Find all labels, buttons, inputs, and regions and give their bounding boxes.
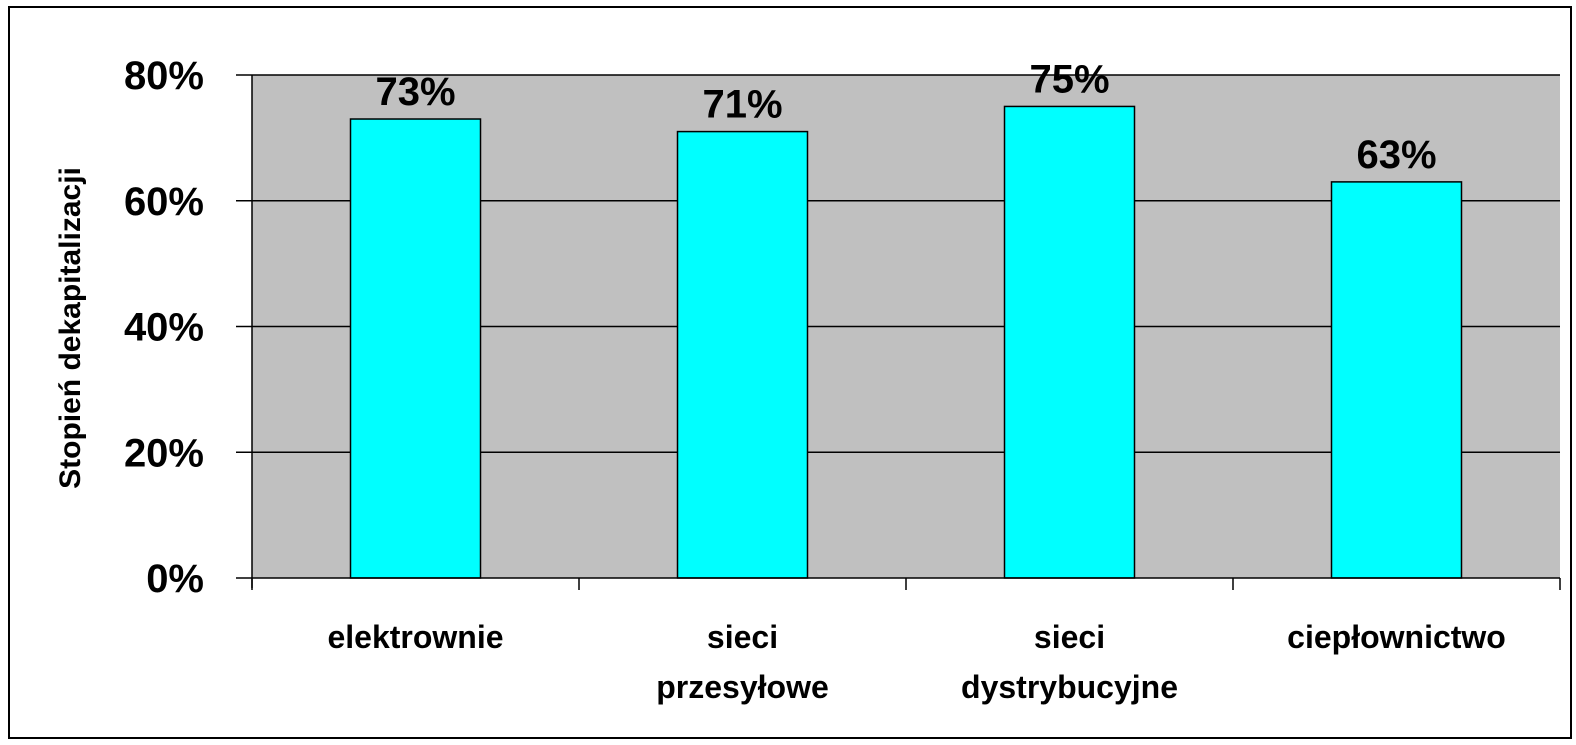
x-tick-label: ciepłownictwo	[1287, 619, 1506, 655]
data-label: 63%	[1356, 133, 1436, 177]
x-tick-label-line: przesyłowe	[656, 669, 829, 705]
data-label: 71%	[702, 83, 782, 127]
x-tick-label: sieci dystrybucyjne	[961, 619, 1178, 705]
y-tick-label: 40%	[124, 306, 204, 350]
y-axis-label: Stopień dekapitalizacji	[54, 167, 87, 489]
data-label: 75%	[1029, 57, 1109, 101]
x-tick-label: sieci przesyłowe	[656, 619, 829, 705]
x-tick-label: elektrownie	[327, 619, 503, 655]
x-tick-label-line: sieci	[707, 619, 778, 655]
x-tick-label-line: sieci	[1034, 619, 1105, 655]
y-tick-label: 60%	[124, 180, 204, 224]
bar[interactable]	[1003, 105, 1136, 579]
x-tick-label-line: dystrybucyjne	[961, 669, 1178, 705]
data-label: 73%	[375, 70, 455, 114]
y-tick-label: 20%	[124, 431, 204, 475]
x-tick-label-line: ciepłownictwo	[1287, 619, 1506, 655]
y-tick-label: 0%	[146, 557, 204, 601]
bar[interactable]	[676, 130, 809, 579]
y-tick-label: 80%	[124, 54, 204, 98]
bar[interactable]	[349, 118, 482, 579]
x-tick-label-line: elektrownie	[327, 619, 503, 655]
bar[interactable]	[1330, 181, 1463, 579]
